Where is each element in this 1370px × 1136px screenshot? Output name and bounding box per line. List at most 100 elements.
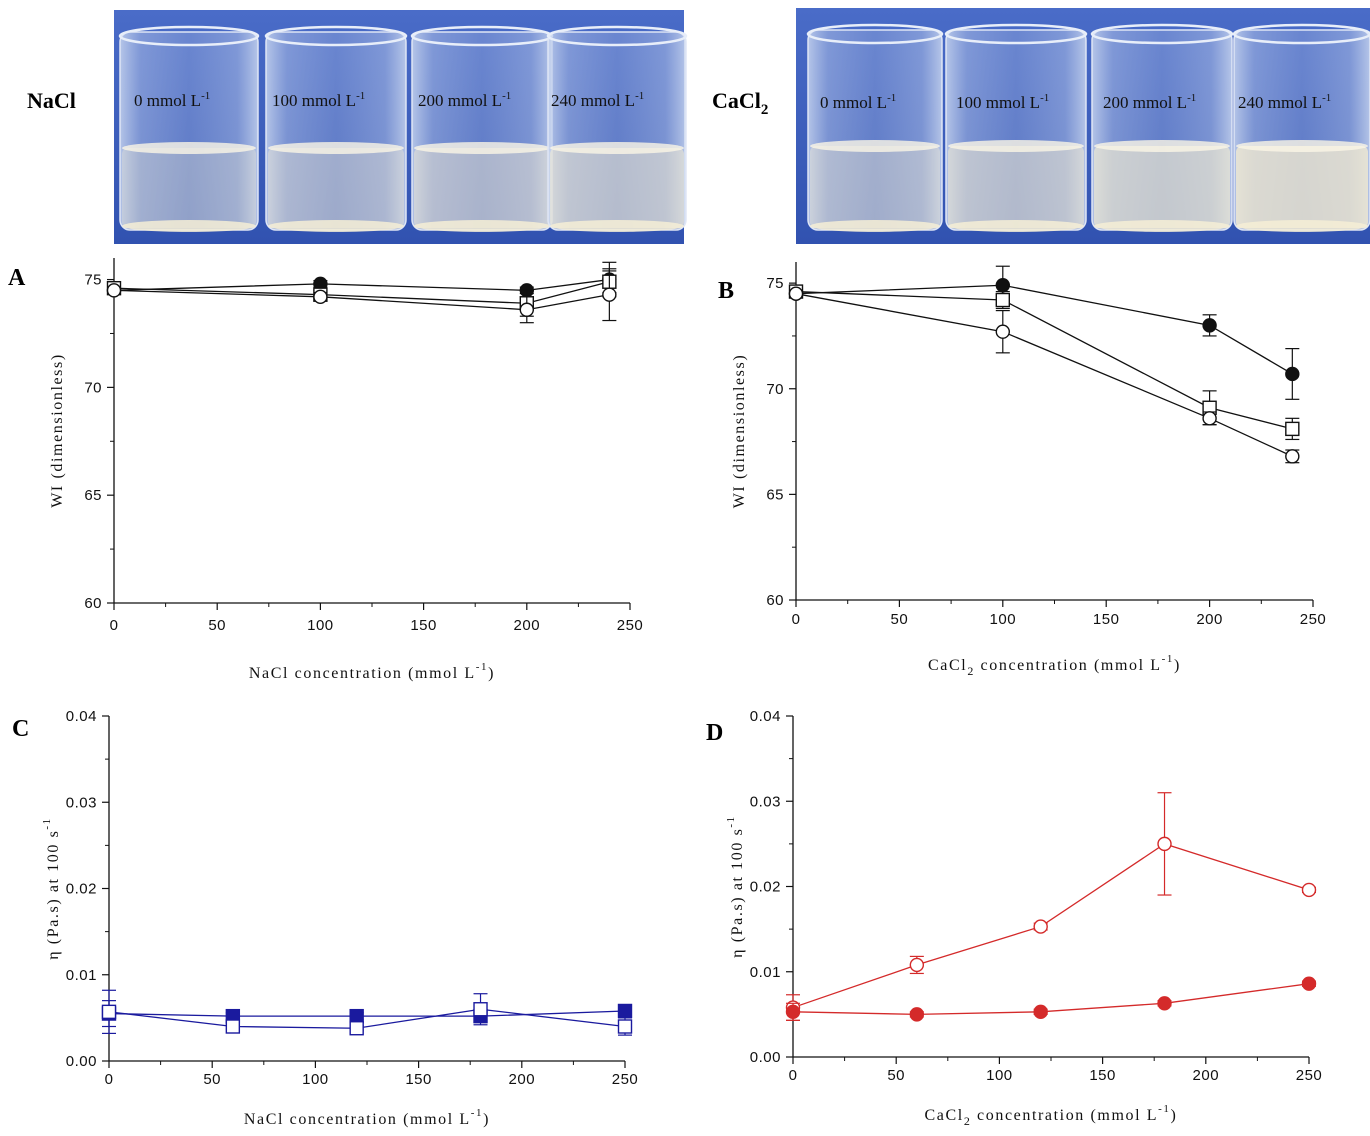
beaker-liquid <box>948 146 1084 228</box>
panel-letter: D <box>706 720 723 746</box>
data-point <box>788 286 804 301</box>
x-tick-label: 250 <box>617 617 644 634</box>
series-open-circle <box>106 268 617 324</box>
series-open-square <box>106 270 617 317</box>
data-point <box>1202 411 1217 426</box>
y-tick-label: 70 <box>766 381 784 398</box>
data-point <box>995 292 1010 308</box>
y-tick-label: 0.02 <box>66 881 97 898</box>
x-tick-label: 50 <box>203 1071 221 1088</box>
series-open-square <box>788 284 1300 441</box>
data-point <box>617 1019 633 1034</box>
data-point <box>106 283 122 298</box>
series-filled-square <box>101 1000 633 1028</box>
beaker-rim <box>118 25 260 47</box>
photo-panel-nacl: NaCl 0 mmol L-1 100 mmol L-1 200 mmol L-1 24… <box>27 10 688 244</box>
series-line <box>113 281 610 304</box>
y-tick-label: 70 <box>84 379 102 396</box>
data-point <box>1157 836 1172 852</box>
data-point <box>313 289 328 305</box>
data-point <box>1301 976 1317 991</box>
beaker-liquid <box>122 148 256 228</box>
data-point <box>995 278 1010 293</box>
series-line <box>795 284 1293 375</box>
data-point <box>1301 882 1317 898</box>
y-axis-label: η (Pa.s) at 100 s-1 <box>725 815 746 958</box>
x-tick-label: 150 <box>1093 611 1120 628</box>
beaker: 100 mmol L-1 <box>944 23 1088 232</box>
y-tick-label: 65 <box>766 486 784 503</box>
beaker: 0 mmol L-1 <box>806 23 944 232</box>
beaker-liquid <box>1094 146 1230 228</box>
y-tick-label: 60 <box>766 592 784 609</box>
beaker: 200 mmol L-1 <box>410 25 554 232</box>
y-tick-label: 0.04 <box>66 708 97 725</box>
y-tick-label: 0.00 <box>66 1053 97 1070</box>
beaker-rim <box>1232 23 1370 45</box>
data-point <box>1285 449 1300 464</box>
y-tick-label: 65 <box>84 487 102 504</box>
beaker: 100 mmol L-1 <box>264 25 408 232</box>
panel-letter: A <box>8 265 26 291</box>
x-axis-label: NaCl concentration (mmol L-1) <box>244 1107 490 1128</box>
x-tick-label: 0 <box>110 617 119 634</box>
beaker-label: 0 mmol L-1 <box>820 92 896 112</box>
beaker-label: 100 mmol L-1 <box>956 92 1049 112</box>
liquid-surface <box>550 142 684 154</box>
data-point <box>473 1002 488 1017</box>
x-tick-label: 0 <box>105 1071 114 1088</box>
photo-label: CaCl2 <box>712 88 768 118</box>
panel-letter: C <box>12 716 29 742</box>
x-tick-label: 250 <box>612 1071 639 1088</box>
data-point <box>909 957 925 973</box>
data-point <box>349 1008 364 1024</box>
y-axis-label: WI (dimensionless) <box>731 354 748 509</box>
chart-panel-b: B 0 50 100 150 200 250 60 65 70 75 CaCl2 concentrat… <box>718 262 1326 678</box>
beaker-label: 200 mmol L-1 <box>1103 92 1196 112</box>
beaker-base <box>550 220 684 232</box>
beaker-rim <box>264 25 408 47</box>
beaker-label: 0 mmol L-1 <box>134 90 210 110</box>
x-axis-label: NaCl concentration (mmol L-1) <box>249 661 495 682</box>
chart-panel-d: D 0 50 100 150 200 250 0.00 0.01 0.02 0.03 0.04 CaCl… <box>706 708 1322 1128</box>
series-line <box>792 843 1310 1009</box>
beaker-rim <box>546 25 688 47</box>
x-tick-label: 250 <box>1296 1067 1323 1084</box>
x-tick-label: 100 <box>990 611 1017 628</box>
x-tick-label: 150 <box>405 1071 432 1088</box>
x-tick-label: 0 <box>789 1067 798 1084</box>
y-tick-label: 0.01 <box>750 964 781 981</box>
beaker-base <box>122 220 256 232</box>
y-tick-label: 0.01 <box>66 967 97 984</box>
liquid-surface <box>122 142 256 154</box>
data-point <box>1202 318 1217 333</box>
liquid-surface <box>810 140 940 152</box>
liquid-surface <box>1236 140 1368 152</box>
data-point <box>1285 421 1300 437</box>
liquid-surface <box>414 142 550 154</box>
liquid-surface <box>948 140 1084 152</box>
beaker-base <box>268 220 404 232</box>
beaker-rim <box>806 23 944 45</box>
photo-panels: NaCl 0 mmol L-1 100 mmol L-1 200 mmol L-1 24… <box>27 8 1370 244</box>
beaker: 0 mmol L-1 <box>118 25 260 232</box>
beaker-base <box>414 220 550 232</box>
beaker-label: 200 mmol L-1 <box>418 90 511 110</box>
x-tick-label: 200 <box>1193 1067 1220 1084</box>
x-tick-label: 200 <box>1196 611 1223 628</box>
y-tick-label: 0.04 <box>750 708 781 725</box>
x-tick-label: 200 <box>514 617 541 634</box>
x-tick-label: 50 <box>208 617 226 634</box>
data-point <box>995 324 1010 339</box>
beaker-label: 240 mmol L-1 <box>1238 92 1331 112</box>
series-line <box>792 983 1310 1016</box>
chart-panel-c: C 0 50 100 150 200 250 0.00 0.01 0.02 0.03 0.04 NaCl… <box>12 708 638 1128</box>
data-point <box>602 287 617 302</box>
x-tick-label: 100 <box>307 617 334 634</box>
data-point <box>909 1007 925 1022</box>
y-tick-label: 75 <box>766 275 784 292</box>
data-point <box>785 1004 801 1020</box>
y-tick-label: 0.03 <box>66 794 97 811</box>
beaker-label: 100 mmol L-1 <box>272 90 365 110</box>
x-tick-label: 250 <box>1300 611 1327 628</box>
